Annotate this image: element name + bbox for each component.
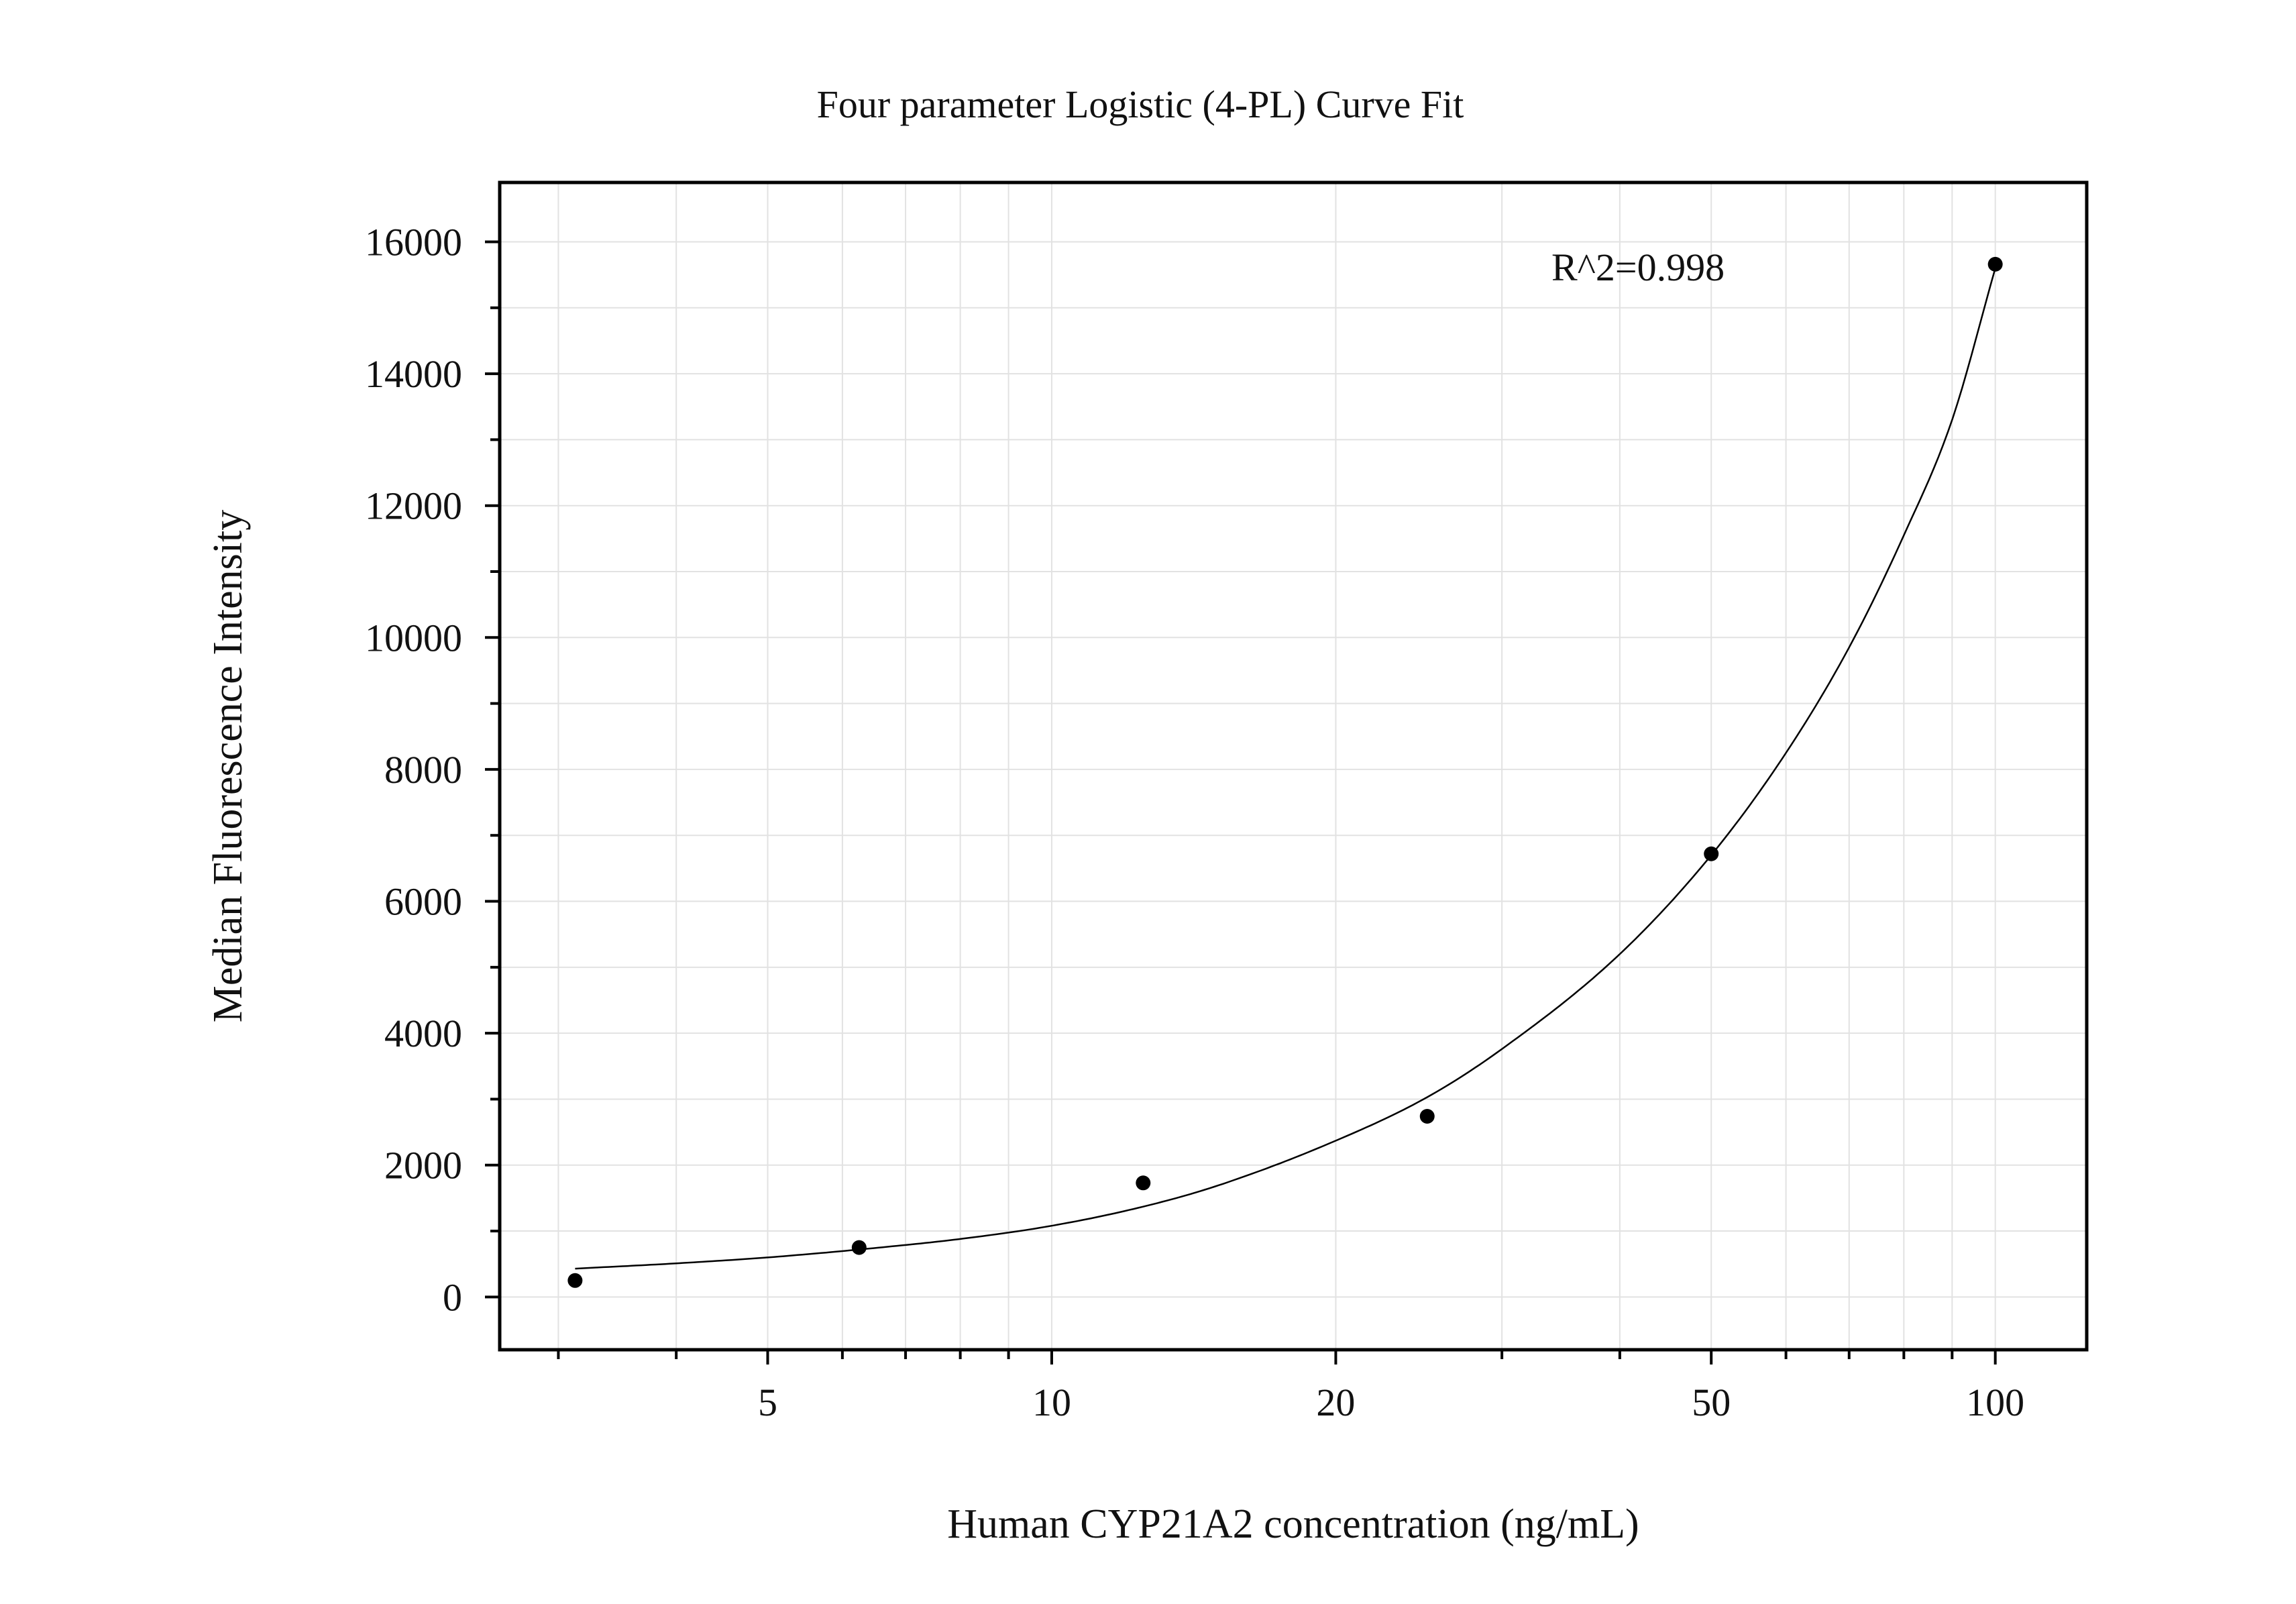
data-point (1987, 256, 2003, 272)
axis-ticks (485, 240, 1997, 1365)
x-axis-label: Human CYP21A2 concentration (ng/mL) (947, 1501, 1639, 1547)
x-tick-label: 5 (758, 1381, 777, 1424)
y-tick-label: 16000 (365, 220, 462, 264)
x-tick-label: 10 (1032, 1381, 1071, 1424)
y-tick-label: 4000 (384, 1012, 462, 1055)
r-squared-annotation: R^2=0.998 (1551, 246, 1725, 289)
x-tick-label: 50 (1692, 1381, 1731, 1424)
y-tick-label: 2000 (384, 1144, 462, 1187)
data-point (851, 1240, 867, 1255)
y-tick-label: 14000 (365, 352, 462, 396)
y-tick-label: 12000 (365, 484, 462, 528)
grid-lines (500, 182, 2087, 1350)
tick-labels: 5 10 20 50 100 0 2000 4000 6000 8000 10000 12000 140… (365, 220, 2024, 1424)
data-point (1136, 1175, 1151, 1191)
y-tick-label: 6000 (384, 880, 462, 924)
data-point (567, 1273, 583, 1288)
fit-curve-layer (575, 268, 1996, 1270)
y-tick-label: 8000 (384, 748, 462, 792)
y-axis-label: Median Fluorescence Intensity (205, 510, 251, 1022)
chart-title: Four parameter Logistic (4-PL) Curve Fit (817, 83, 1464, 126)
x-tick-label: 100 (1966, 1381, 2024, 1424)
fit-curve (575, 268, 1996, 1270)
y-tick-label: 0 (443, 1275, 462, 1319)
data-point (1704, 846, 1719, 861)
x-tick-label: 20 (1316, 1381, 1355, 1424)
data-point (1419, 1109, 1435, 1124)
plot-frame (498, 180, 2089, 1352)
y-tick-label: 10000 (365, 616, 462, 659)
data-points (567, 256, 2003, 1288)
